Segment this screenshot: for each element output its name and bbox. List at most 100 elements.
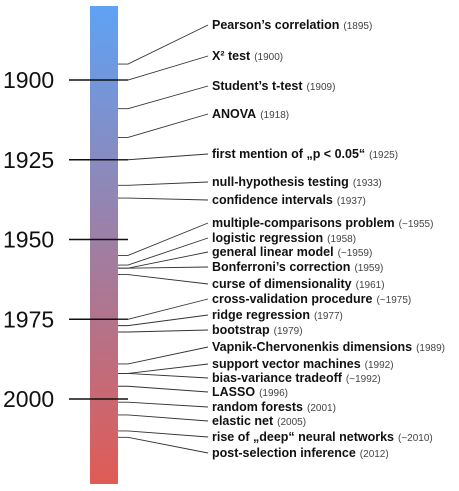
event-connector <box>118 385 209 393</box>
event-connector <box>118 113 209 138</box>
event-name: Student’s t-test <box>212 79 303 93</box>
event-connector <box>118 401 209 408</box>
event-date: (1958) <box>327 234 356 245</box>
event-label: Bonferroni’s correction (1959) <box>212 260 383 274</box>
event-name: rise of „deep“ neural networks <box>212 430 394 444</box>
event-date: (~1975) <box>376 295 411 306</box>
event-label: bootstrap (1979) <box>212 323 303 337</box>
event-date: (1977) <box>314 311 343 322</box>
event-connector <box>118 237 209 266</box>
event-name: logistic regression <box>212 231 323 245</box>
event-date: (1937) <box>337 196 366 207</box>
event-label: first mention of „p < 0.05“ (1925) <box>212 147 398 161</box>
event-date: (1895) <box>343 21 372 32</box>
event-label: post-selection inference (2012) <box>212 446 389 460</box>
event-label: curse of dimensionality (1961) <box>212 277 385 291</box>
event-connector <box>118 274 209 285</box>
event-label: X² test (1900) <box>212 49 283 63</box>
event-label: ANOVA (1918) <box>212 107 289 121</box>
event-connector <box>118 197 209 201</box>
event-date: (1900) <box>254 52 283 63</box>
event-date: (2012) <box>360 449 389 460</box>
event-connector <box>118 298 209 320</box>
event-date: (~1959) <box>338 248 373 259</box>
event-name: random forests <box>212 400 303 414</box>
event-date: (2001) <box>307 403 336 414</box>
event-date: (1959) <box>354 263 383 274</box>
event-label: cross-validation procedure (~1975) <box>212 292 411 306</box>
event-date: (1933) <box>353 178 382 189</box>
event-name: post-selection inference <box>212 446 356 460</box>
event-name: ridge regression <box>212 308 310 322</box>
year-ticks: 1900 1925 1950 1975 2000 <box>3 67 128 412</box>
event-date: (1979) <box>274 326 303 337</box>
event-connector <box>118 414 209 422</box>
event-label: general linear model (~1959) <box>212 245 372 259</box>
event-name: first mention of „p < 0.05“ <box>212 147 365 161</box>
event-label: elastic net (2005) <box>212 414 306 428</box>
event-connector <box>118 222 209 256</box>
event-connectors <box>118 24 209 454</box>
event-label: Vapnik-Chervonenkis dimensions (1989) <box>212 340 445 354</box>
event-date: (~2010) <box>398 433 433 444</box>
event-date: (1989) <box>416 343 445 354</box>
event-label: random forests (2001) <box>212 400 336 414</box>
event-connector <box>118 314 209 327</box>
event-date: (1961) <box>356 280 385 291</box>
event-date: (1909) <box>307 82 336 93</box>
event-name: curse of dimensionality <box>212 277 352 291</box>
event-name: multiple-comparisons problem <box>212 216 395 230</box>
timeline-gradient-bar <box>90 6 118 484</box>
event-name: Pearson’s correlation <box>212 18 339 32</box>
event-date: (~1955) <box>399 219 434 230</box>
event-label: confidence intervals (1937) <box>212 193 366 207</box>
event-connector <box>118 430 209 438</box>
event-name: general linear model <box>212 245 334 259</box>
event-date: (1992) <box>365 360 394 371</box>
event-name: bias-variance tradeoff <box>212 371 343 385</box>
event-label: logistic regression (1958) <box>212 231 356 245</box>
event-labels: Pearson’s correlation (1895) X² test (1900)… <box>212 18 445 460</box>
event-name: X² test <box>212 49 251 63</box>
event-date: (~1992) <box>346 374 381 385</box>
year-tick-label: 1950 <box>3 227 54 253</box>
event-name: ANOVA <box>212 107 256 121</box>
event-name: Bonferroni’s correction <box>212 260 350 274</box>
event-connector <box>118 85 209 110</box>
event-date: (1925) <box>369 150 398 161</box>
event-label: null-hypothesis testing (1933) <box>212 175 382 189</box>
event-connector <box>118 266 209 269</box>
event-label: bias-variance tradeoff (~1992) <box>212 371 381 385</box>
year-tick-label: 1900 <box>3 67 54 93</box>
year-tick-label: 1925 <box>3 147 54 173</box>
event-label: support vector machines (1992) <box>212 357 394 371</box>
year-tick-label: 1975 <box>3 306 54 332</box>
event-label: Student’s t-test (1909) <box>212 79 335 93</box>
event-name: null-hypothesis testing <box>212 175 349 189</box>
event-date: (2005) <box>277 417 306 428</box>
event-connector <box>118 181 209 186</box>
event-name: bootstrap <box>212 323 270 337</box>
event-connector <box>118 153 209 161</box>
event-connector <box>118 24 209 65</box>
event-label: rise of „deep“ neural networks (~2010) <box>212 430 433 444</box>
event-date: (1918) <box>260 110 289 121</box>
event-name: cross-validation procedure <box>212 292 373 306</box>
event-name: elastic net <box>212 414 274 428</box>
event-connector <box>118 55 209 81</box>
event-label: ridge regression (1977) <box>212 308 343 322</box>
year-tick-label: 2000 <box>3 386 54 412</box>
event-connector <box>118 346 209 365</box>
event-name: confidence intervals <box>212 193 333 207</box>
event-label: LASSO (1996) <box>212 385 288 399</box>
event-connector <box>118 436 209 454</box>
event-label: Pearson’s correlation (1895) <box>212 18 372 32</box>
event-connector <box>118 363 209 374</box>
event-name: LASSO <box>212 385 255 399</box>
event-connector <box>118 329 209 333</box>
event-connector <box>118 373 209 379</box>
event-date: (1996) <box>259 388 288 399</box>
event-name: Vapnik-Chervonenkis dimensions <box>212 340 412 354</box>
event-name: support vector machines <box>212 357 361 371</box>
